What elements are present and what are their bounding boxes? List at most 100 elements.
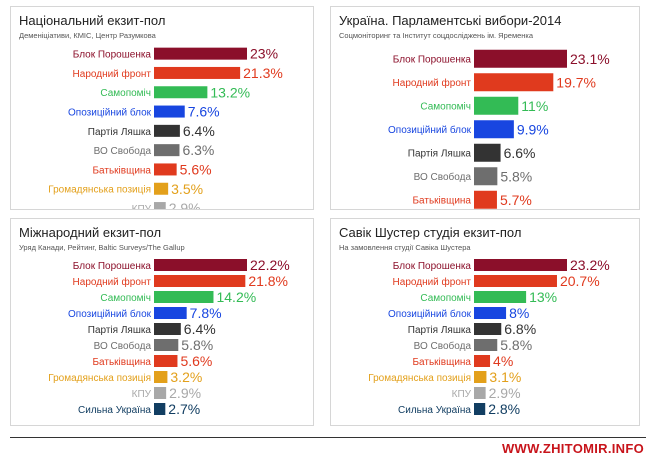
value-label: 14.2% — [216, 289, 256, 305]
category-label: Партія Ляшка — [88, 325, 152, 336]
bar — [154, 323, 181, 335]
value-label: 2.9% — [489, 385, 521, 401]
chart-title: Савік Шустер студія екзит-пол — [339, 225, 522, 240]
category-label: Батьківщина — [412, 196, 471, 207]
bar — [474, 190, 497, 209]
value-label: 7.6% — [188, 104, 220, 120]
value-label: 9.9% — [517, 121, 549, 137]
bar — [154, 105, 185, 118]
bar — [474, 403, 486, 415]
category-label: Народний фронт — [393, 77, 472, 89]
bar — [474, 307, 507, 319]
category-label: Блок Порошенка — [73, 261, 152, 272]
category-label: Самопоміч — [100, 293, 151, 304]
value-label: 2.7% — [168, 401, 200, 417]
bar — [154, 291, 214, 303]
bar — [154, 47, 247, 60]
bar — [154, 275, 246, 287]
chart-title: Міжнародний екзит-пол — [19, 225, 162, 240]
panel-international-exit-poll: Міжнародний екзит-пол Уряд Канади, Рейти… — [10, 218, 314, 426]
bar — [154, 66, 241, 79]
value-label: 5.8% — [181, 337, 213, 353]
bar — [154, 124, 180, 137]
category-label: ВО Свобода — [94, 145, 152, 157]
bar — [154, 86, 208, 99]
category-label: Батьківщина — [92, 165, 151, 176]
category-label: Народний фронт — [73, 68, 152, 80]
value-label: 6.4% — [184, 321, 216, 337]
chart-subtitle: На замовлення студії Савіка Шустера — [339, 243, 471, 252]
value-label: 11% — [521, 98, 548, 114]
chart-subtitle: Соцмоніторинг та Інститут соцдосліджень … — [339, 31, 534, 40]
value-label: 6.8% — [504, 321, 536, 337]
bar — [474, 73, 554, 92]
bar — [154, 355, 178, 367]
bar — [474, 259, 567, 271]
value-label: 2.8% — [488, 401, 520, 417]
category-label: КПУ — [132, 389, 152, 400]
category-label: Опозиційний блок — [68, 107, 152, 119]
bar-chart-national: Блок Порошенка 23% Народний фронт 21.3% Само… — [48, 46, 283, 209]
category-label: Сильна Україна — [398, 405, 471, 416]
chart-subtitle: Деменіціативи, КМІС, Центр Разумкова — [19, 31, 156, 40]
chart-title: Національний екзит-пол — [19, 13, 166, 28]
value-label: 13% — [529, 289, 557, 305]
value-label: 23% — [250, 46, 278, 62]
bar — [474, 339, 498, 351]
value-label: 5.7% — [500, 192, 532, 208]
panel-national-exit-poll: Національний екзит-пол Деменіціативи, КМ… — [10, 6, 314, 210]
bar — [154, 202, 166, 209]
category-label: Громадянська позиція — [48, 373, 151, 384]
category-label: Громадянська позиція — [48, 185, 151, 196]
value-label: 3.2% — [170, 369, 202, 385]
site-brand-logo: WWW.ZHITOMIR.INFO — [501, 441, 644, 456]
bar — [474, 371, 487, 383]
bar-chart-parliament: Блок Порошенка 23.1% Народний фронт 19.7% Са… — [388, 49, 610, 209]
bar — [474, 143, 501, 162]
bar — [474, 167, 498, 186]
bar — [474, 96, 519, 115]
bar-chart-shuster: Блок Порошенка 23.2% Народний фронт 20.7% Са… — [368, 257, 609, 417]
category-label: Громадянська позиція — [368, 373, 471, 384]
chart-subtitle: Уряд Канади, Рейтинг, Baltic Surveys/The… — [19, 243, 185, 252]
category-label: ВО Свобода — [414, 340, 472, 352]
bar — [474, 275, 557, 287]
category-label: Партія Ляшка — [408, 325, 472, 336]
value-label: 3.5% — [171, 181, 203, 197]
bar — [154, 371, 168, 383]
value-label: 5.6% — [180, 353, 212, 369]
category-label: Опозиційний блок — [68, 308, 152, 320]
bar-chart-international: Блок Порошенка 22.2% Народний фронт 21.8% Са… — [48, 257, 289, 417]
value-label: 2.9% — [169, 385, 201, 401]
category-label: Самопоміч — [100, 88, 151, 99]
category-label: Народний фронт — [393, 276, 472, 288]
category-label: КПУ — [132, 204, 152, 209]
category-label: Блок Порошенка — [393, 261, 472, 272]
category-label: Батьківщина — [412, 357, 471, 368]
category-label: Партія Ляшка — [88, 127, 152, 138]
category-label: КПУ — [452, 389, 472, 400]
value-label: 6.4% — [183, 123, 215, 139]
category-label: ВО Свобода — [94, 340, 152, 352]
category-label: Блок Порошенка — [393, 55, 472, 66]
chart-title: Україна. Парламентські вибори-2014 — [339, 13, 562, 28]
bar — [154, 339, 179, 351]
category-label: Сильна Україна — [78, 405, 151, 416]
footer-divider — [10, 437, 646, 438]
bar — [474, 387, 486, 399]
value-label: 6.3% — [182, 142, 214, 158]
value-label: 6.6% — [504, 145, 536, 161]
value-label: 5.6% — [180, 161, 212, 177]
category-label: Опозиційний блок — [388, 308, 472, 320]
value-label: 5.8% — [500, 337, 532, 353]
category-label: Блок Порошенка — [73, 50, 152, 61]
value-label: 21.8% — [248, 273, 288, 289]
value-label: 23.1% — [570, 51, 610, 67]
value-label: 7.8% — [190, 305, 222, 321]
category-label: Самопоміч — [420, 102, 471, 113]
bar — [154, 403, 166, 415]
value-label: 21.3% — [243, 65, 283, 81]
category-label: Народний фронт — [73, 276, 152, 288]
value-label: 13.2% — [210, 84, 250, 100]
bar — [154, 387, 167, 399]
